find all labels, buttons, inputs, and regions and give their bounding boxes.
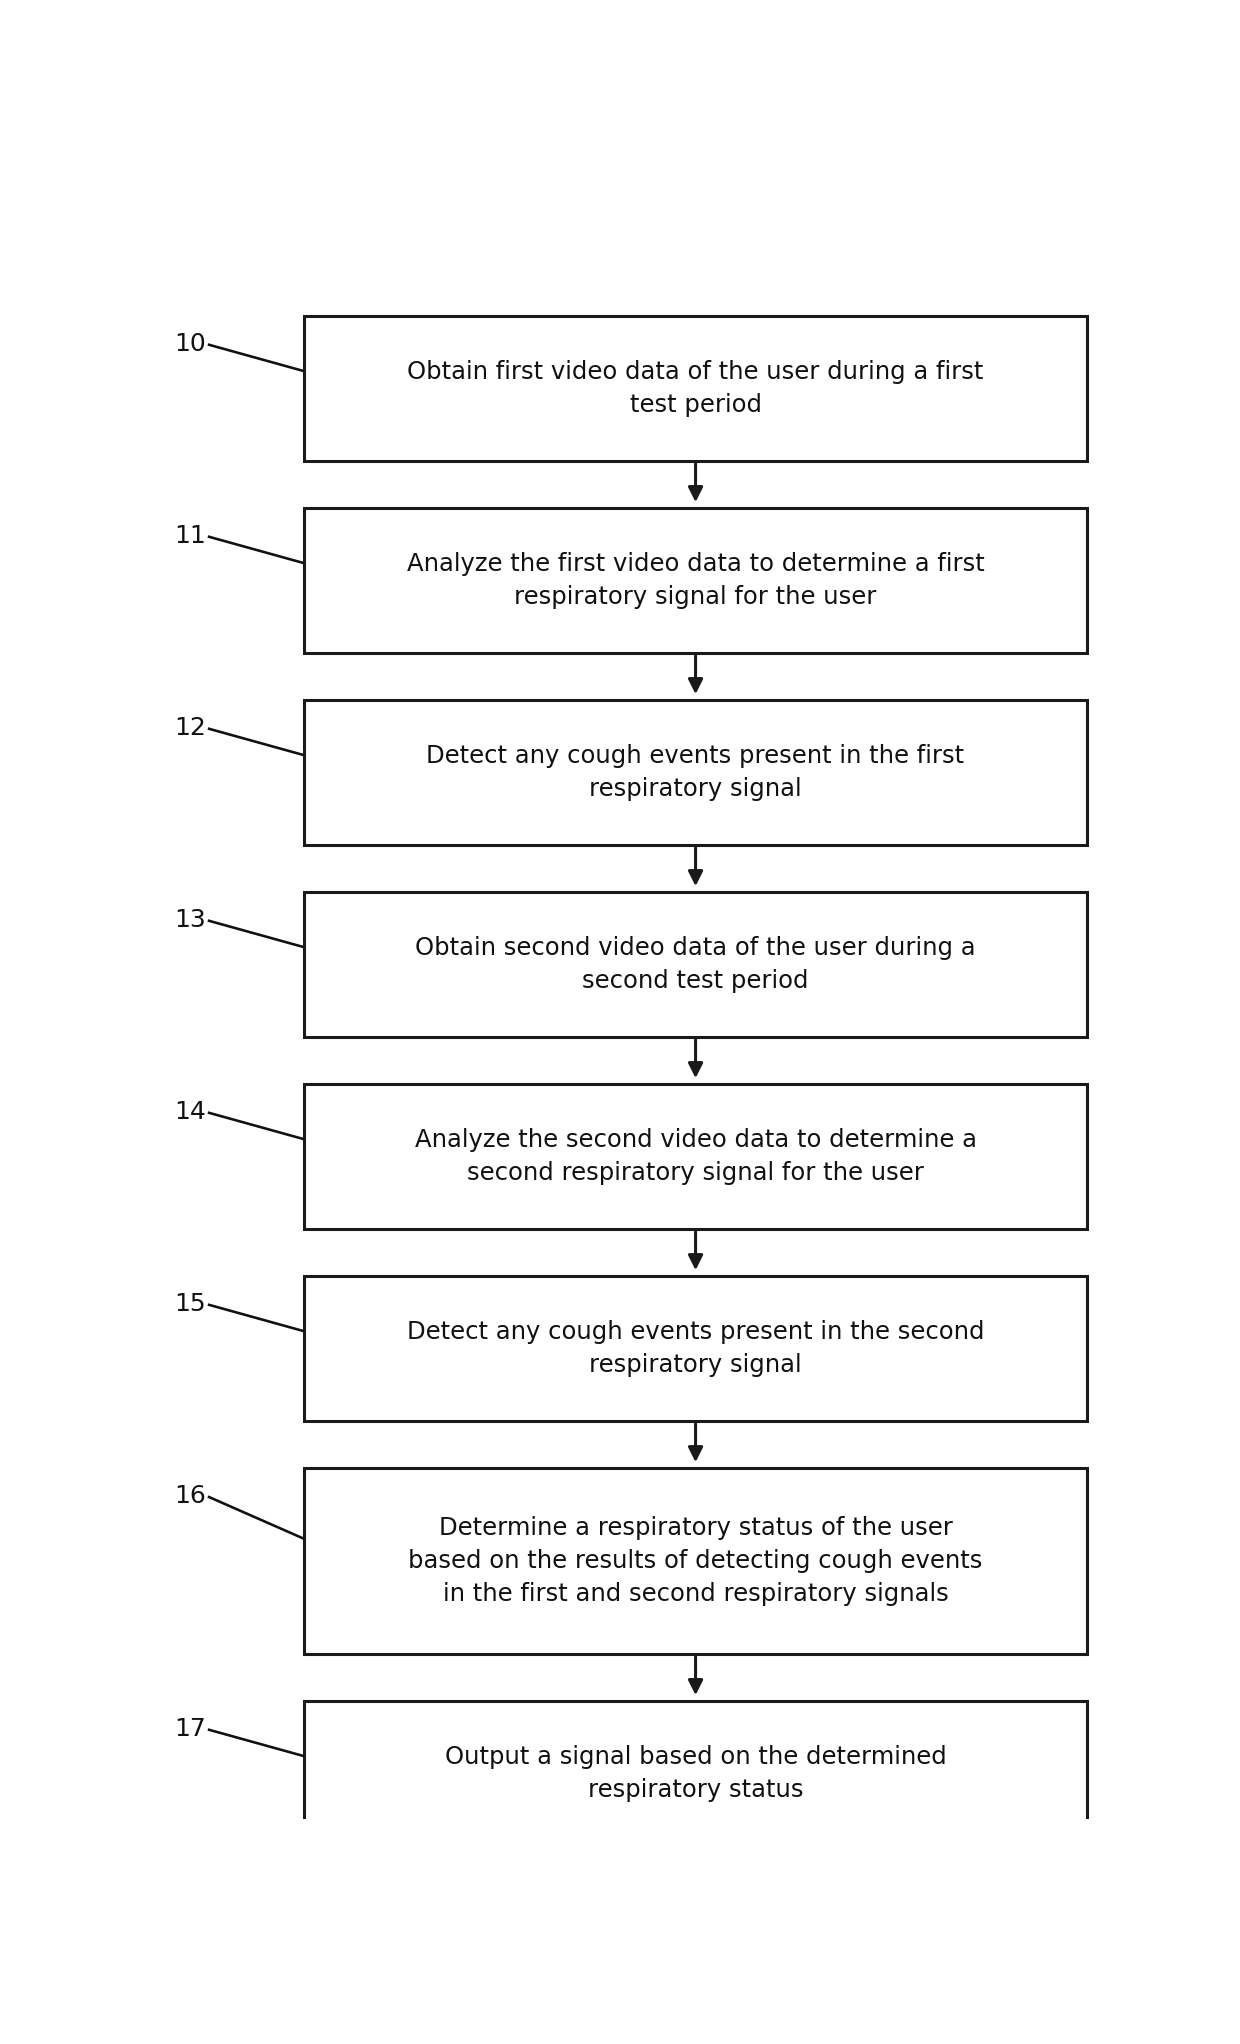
Text: Analyze the first video data to determine a first
respiratory signal for the use: Analyze the first video data to determin… <box>407 552 985 609</box>
Text: 14: 14 <box>174 1100 206 1124</box>
Text: Obtain second video data of the user during a
second test period: Obtain second video data of the user dur… <box>415 936 976 993</box>
Bar <box>304 317 1087 460</box>
Bar <box>304 1701 1087 1846</box>
Text: 15: 15 <box>174 1292 206 1316</box>
Text: 12: 12 <box>174 715 206 740</box>
Text: Determine a respiratory status of the user
based on the results of detecting cou: Determine a respiratory status of the us… <box>408 1517 983 1607</box>
Text: 13: 13 <box>174 908 206 932</box>
Bar <box>304 1468 1087 1654</box>
Text: 16: 16 <box>174 1484 206 1508</box>
Bar <box>304 509 1087 652</box>
Bar <box>304 1275 1087 1421</box>
Text: Detect any cough events present in the second
respiratory signal: Detect any cough events present in the s… <box>407 1320 985 1378</box>
Text: Output a signal based on the determined
respiratory status: Output a signal based on the determined … <box>445 1746 946 1803</box>
Text: 10: 10 <box>174 331 206 356</box>
Bar <box>304 891 1087 1036</box>
Text: Obtain first video data of the user during a first
test period: Obtain first video data of the user duri… <box>408 360 983 417</box>
Text: 11: 11 <box>174 523 206 548</box>
Bar <box>304 701 1087 844</box>
Text: 17: 17 <box>174 1717 206 1741</box>
Text: Analyze the second video data to determine a
second respiratory signal for the u: Analyze the second video data to determi… <box>414 1128 977 1186</box>
Text: Detect any cough events present in the first
respiratory signal: Detect any cough events present in the f… <box>427 744 965 801</box>
Bar <box>304 1083 1087 1228</box>
